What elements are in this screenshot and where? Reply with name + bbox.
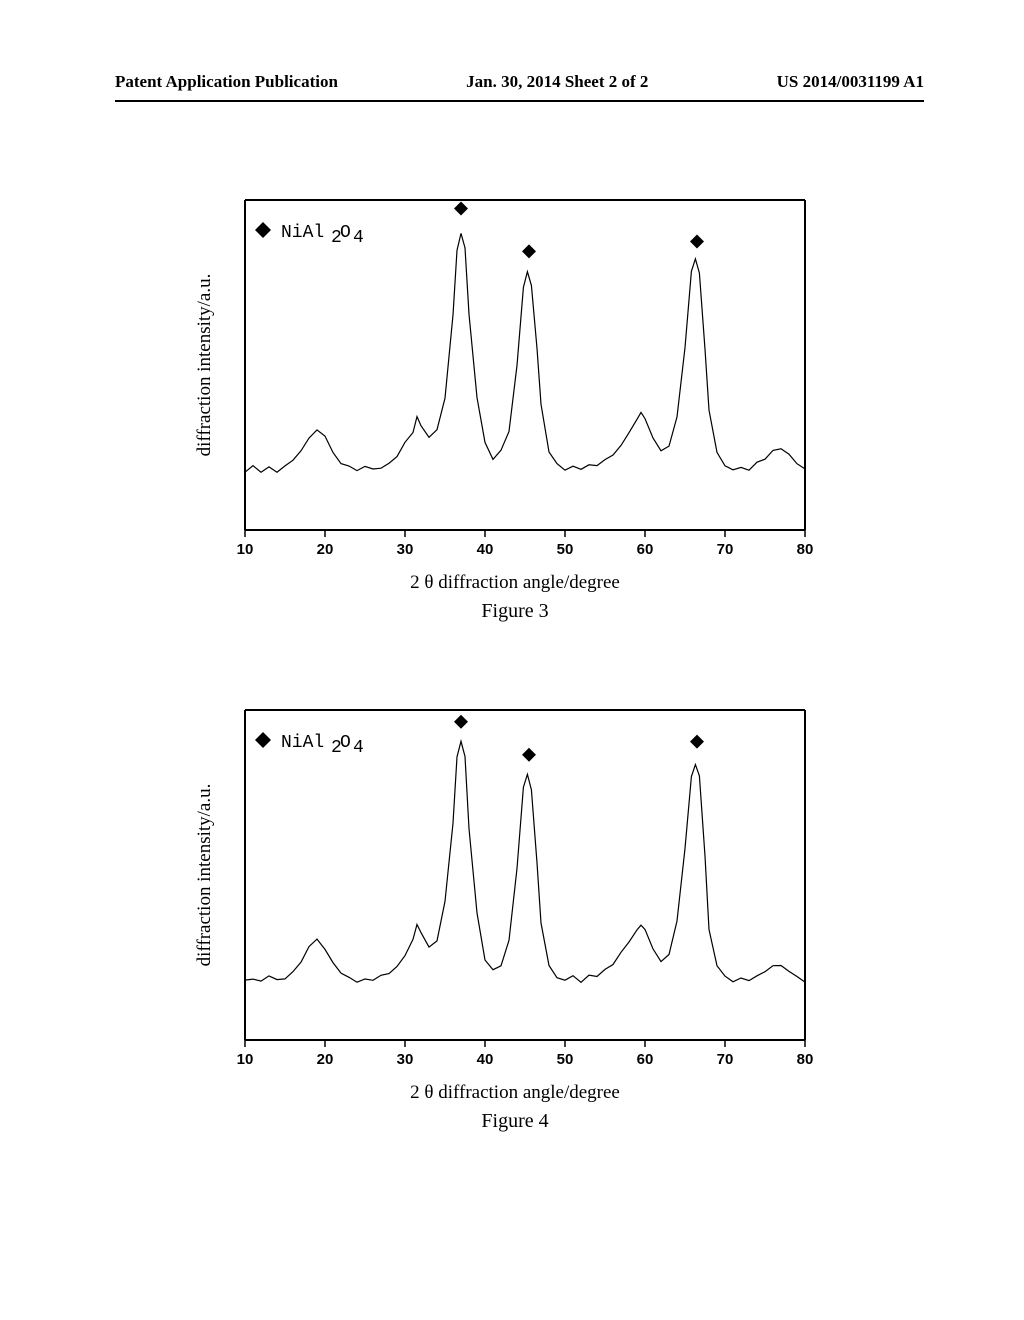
- figure-caption: Figure 3: [190, 600, 840, 623]
- svg-text:4: 4: [353, 738, 364, 758]
- svg-text:O: O: [340, 733, 351, 753]
- svg-text:NiAl: NiAl: [281, 733, 324, 753]
- svg-text:10: 10: [237, 541, 254, 558]
- svg-text:diffraction intensity/a.u.: diffraction intensity/a.u.: [194, 784, 215, 967]
- svg-text:30: 30: [397, 541, 414, 558]
- svg-text:80: 80: [797, 1051, 814, 1068]
- figure-caption: Figure 4: [190, 1110, 840, 1133]
- figure-fig4: 1020304050607080 NiAl 2 O 4 diffraction …: [190, 700, 840, 1133]
- svg-text:50: 50: [557, 541, 574, 558]
- svg-text:O: O: [340, 223, 351, 243]
- header-rule: [115, 100, 924, 102]
- page-header: Patent Application Publication Jan. 30, …: [115, 72, 924, 92]
- xrd-plot: 1020304050607080 NiAl 2 O 4 diffraction …: [190, 700, 840, 1080]
- svg-text:40: 40: [477, 541, 494, 558]
- xrd-plot: 1020304050607080 NiAl 2 O 4 diffraction …: [190, 190, 840, 570]
- page: Patent Application Publication Jan. 30, …: [0, 0, 1024, 1320]
- x-axis-label: 2 θ diffraction angle/degree: [190, 1082, 840, 1104]
- svg-text:60: 60: [637, 1051, 654, 1068]
- svg-text:70: 70: [717, 541, 734, 558]
- header-center: Jan. 30, 2014 Sheet 2 of 2: [466, 72, 648, 92]
- svg-text:10: 10: [237, 1051, 254, 1068]
- header-right: US 2014/0031199 A1: [777, 72, 924, 92]
- svg-text:20: 20: [317, 1051, 334, 1068]
- figure-fig3: 1020304050607080 NiAl 2 O 4 diffraction …: [190, 190, 840, 623]
- header-left: Patent Application Publication: [115, 72, 338, 92]
- svg-text:4: 4: [353, 228, 364, 248]
- svg-text:80: 80: [797, 541, 814, 558]
- svg-text:50: 50: [557, 1051, 574, 1068]
- svg-text:20: 20: [317, 541, 334, 558]
- svg-text:40: 40: [477, 1051, 494, 1068]
- svg-text:NiAl: NiAl: [281, 223, 324, 243]
- x-axis-label: 2 θ diffraction angle/degree: [190, 572, 840, 594]
- svg-text:60: 60: [637, 541, 654, 558]
- svg-text:70: 70: [717, 1051, 734, 1068]
- svg-text:30: 30: [397, 1051, 414, 1068]
- svg-text:diffraction intensity/a.u.: diffraction intensity/a.u.: [194, 274, 215, 457]
